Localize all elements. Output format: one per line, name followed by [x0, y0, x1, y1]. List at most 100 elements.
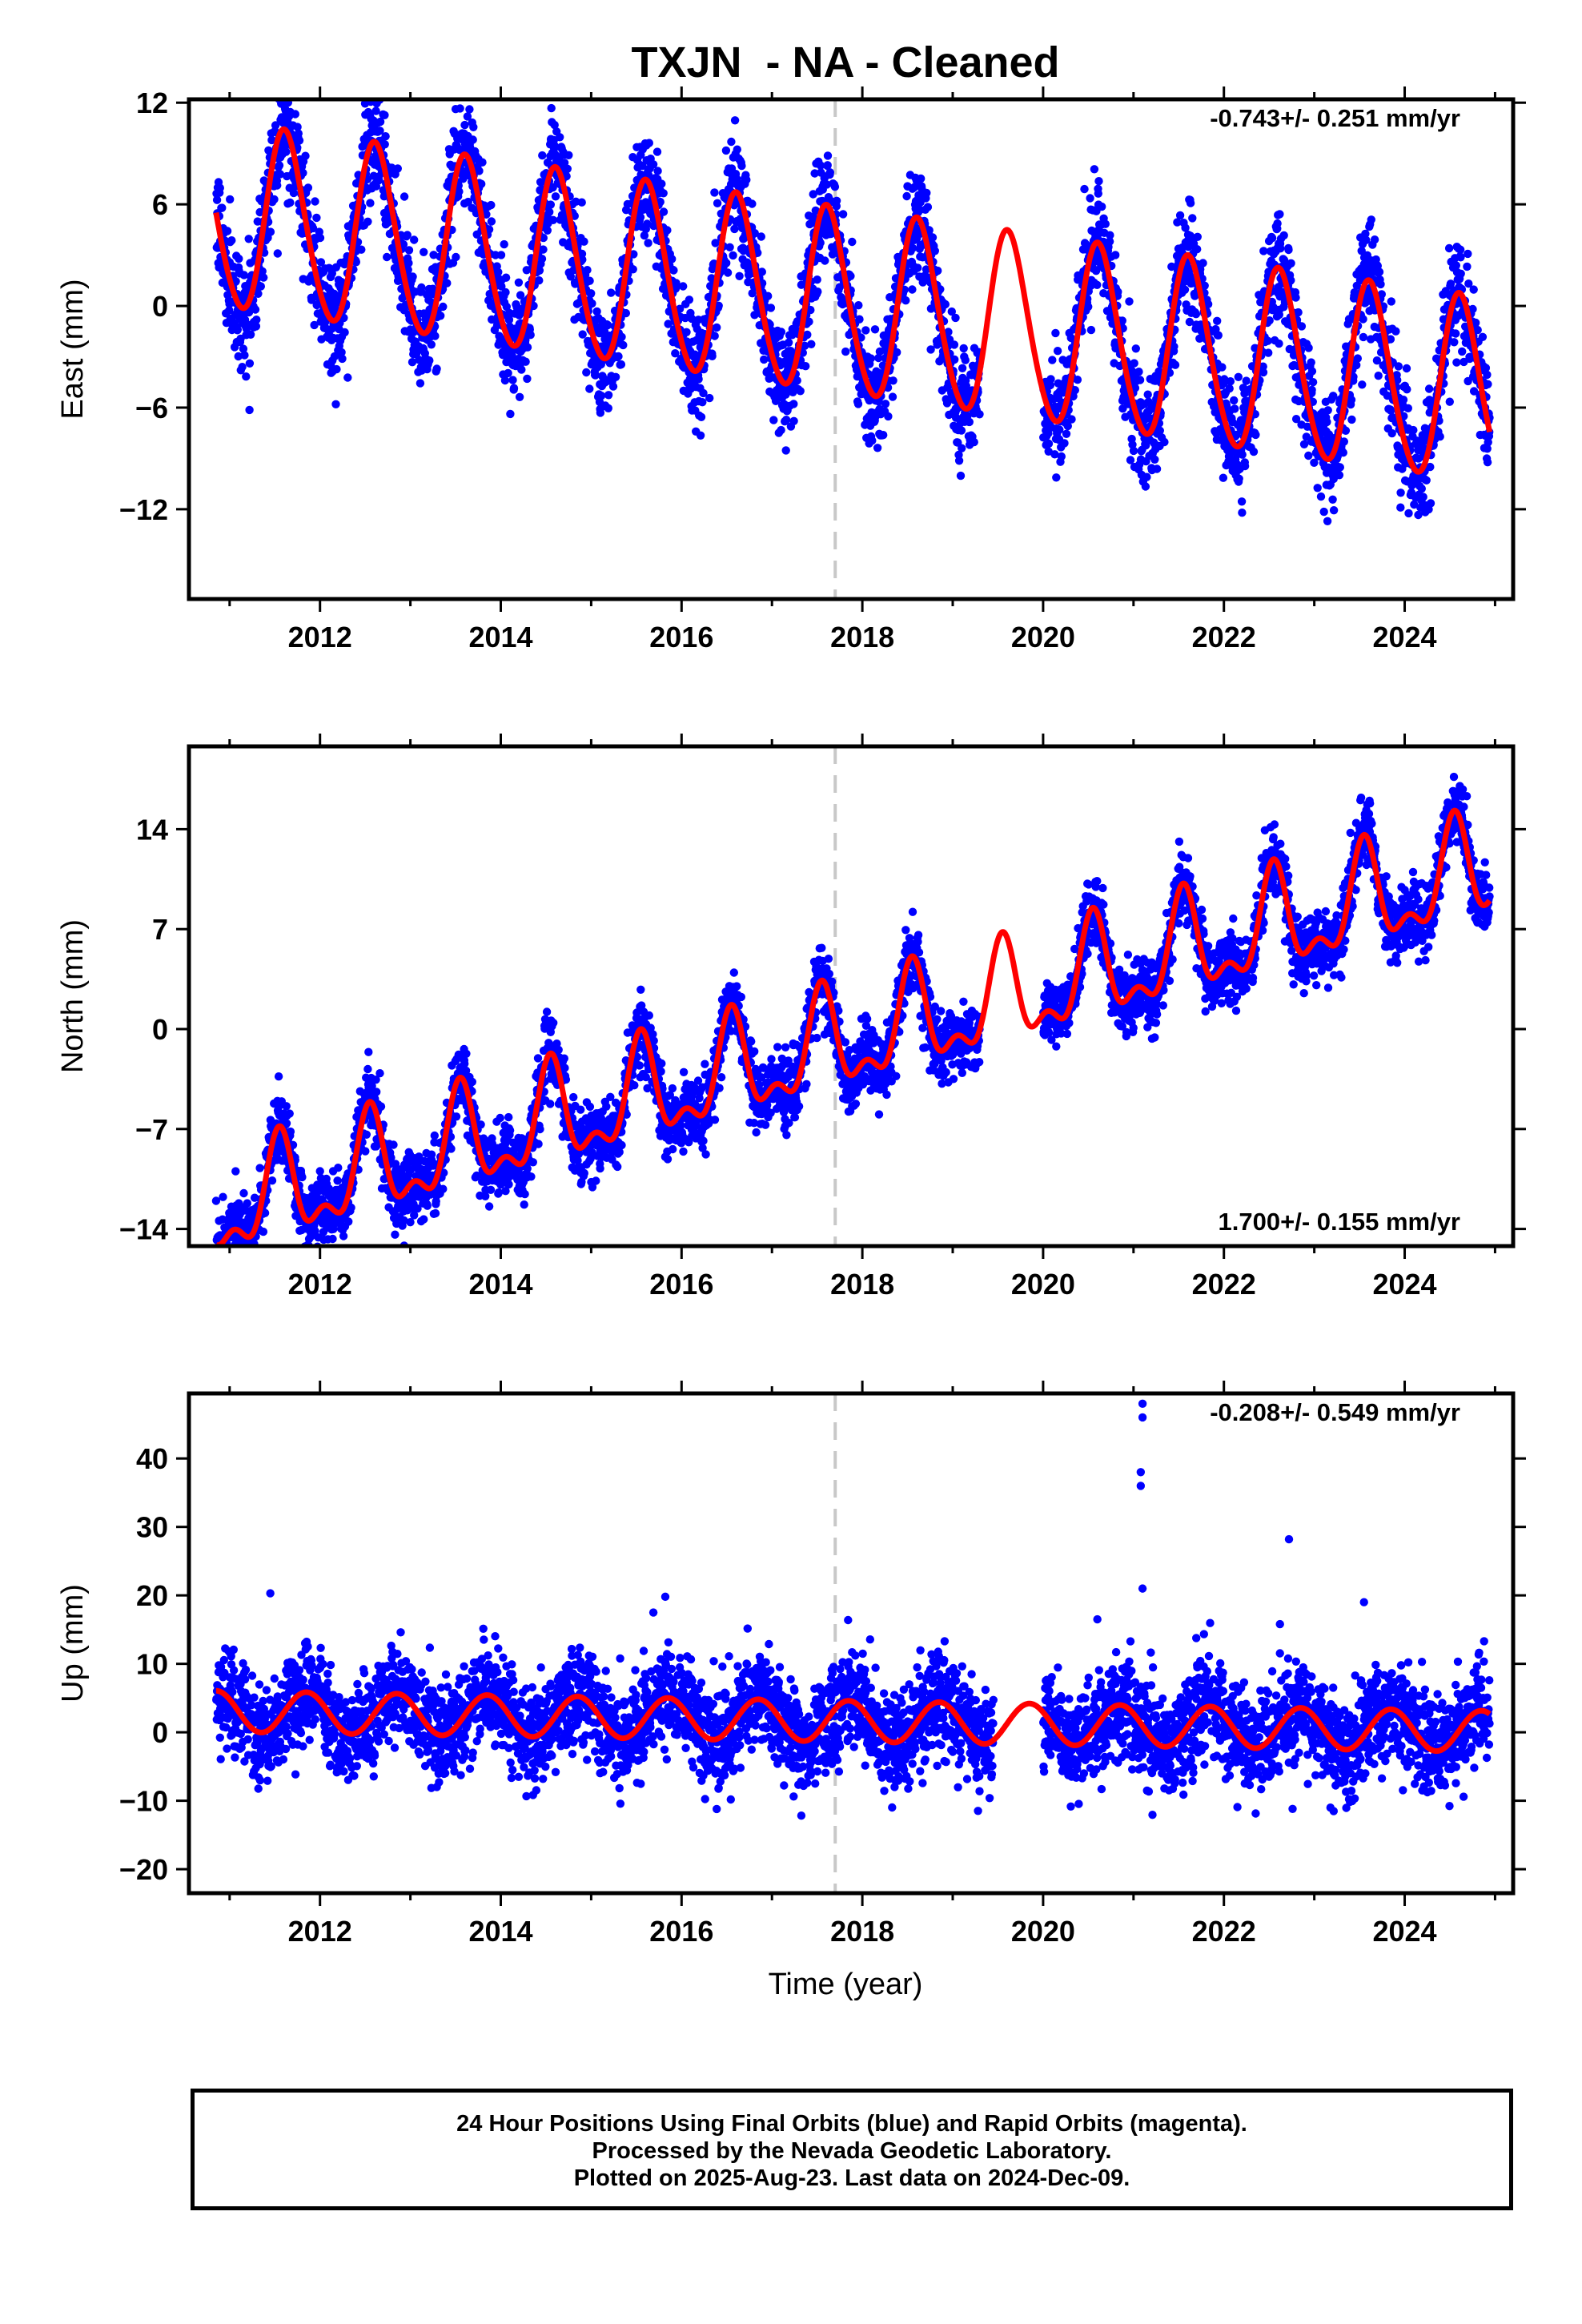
- data-point: [1339, 437, 1349, 446]
- data-point: [420, 247, 428, 256]
- data-point: [351, 258, 360, 267]
- data-point: [614, 352, 623, 361]
- data-point: [975, 410, 984, 419]
- data-point: [628, 265, 637, 274]
- data-point: [1230, 396, 1239, 405]
- data-point: [291, 110, 299, 119]
- data-point: [1394, 362, 1403, 371]
- data-point: [1370, 235, 1379, 244]
- data-point: [1106, 231, 1114, 239]
- data-point: [961, 356, 970, 364]
- data-point: [478, 158, 487, 167]
- data-point: [1359, 315, 1367, 324]
- data-point: [1218, 363, 1227, 372]
- data-point: [1484, 380, 1492, 388]
- data-point: [509, 384, 519, 392]
- data-point: [343, 373, 352, 382]
- data-point: [469, 123, 478, 131]
- data-point: [1328, 495, 1337, 504]
- data-point: [1051, 328, 1060, 338]
- x-tick-label: 2018: [830, 621, 894, 653]
- data-point: [1335, 471, 1344, 480]
- data-point: [1129, 446, 1138, 456]
- data-point: [235, 254, 243, 263]
- data-point: [1098, 202, 1106, 211]
- data-point: [238, 363, 247, 372]
- data-point: [266, 227, 275, 236]
- data-point: [832, 196, 841, 205]
- data-point: [577, 198, 586, 207]
- data-point: [1319, 507, 1328, 517]
- data-point: [722, 259, 731, 267]
- data-point: [1130, 359, 1138, 368]
- data-point: [1307, 385, 1316, 395]
- data-point: [517, 365, 526, 374]
- data-point: [861, 326, 870, 335]
- data-point: [254, 289, 263, 298]
- data-point: [1053, 347, 1062, 356]
- data-point: [965, 417, 974, 427]
- data-point: [550, 120, 559, 130]
- data-point: [868, 436, 877, 445]
- data-point: [1287, 259, 1295, 267]
- data-point: [299, 1248, 307, 1256]
- data-point: [504, 368, 512, 378]
- data-point: [1299, 440, 1309, 448]
- data-point: [212, 1252, 220, 1260]
- data-point: [950, 355, 959, 364]
- data-point: [245, 359, 255, 368]
- data-point: [431, 332, 440, 340]
- data-point: [213, 1256, 221, 1264]
- data-point: [331, 300, 340, 308]
- data-point: [1391, 327, 1400, 336]
- data-point: [256, 282, 265, 291]
- data-point: [537, 255, 547, 263]
- data-point: [784, 338, 793, 347]
- data-point: [735, 271, 744, 280]
- data-point: [954, 456, 964, 465]
- data-point: [1193, 232, 1203, 241]
- data-point: [243, 1199, 251, 1208]
- data-point: [239, 271, 248, 279]
- data-point: [854, 301, 863, 310]
- data-point: [294, 129, 303, 138]
- data-point: [777, 328, 786, 336]
- data-point: [290, 77, 298, 85]
- x-tick-label: 2020: [1011, 621, 1075, 653]
- data-point: [1214, 331, 1223, 340]
- data-point: [1141, 482, 1150, 491]
- data-point: [455, 187, 464, 196]
- data-point: [497, 282, 506, 291]
- data-point: [1396, 503, 1405, 512]
- data-point: [327, 269, 336, 278]
- data-point: [371, 107, 380, 115]
- data-point: [1284, 245, 1293, 255]
- data-point: [928, 233, 938, 242]
- data-point: [1375, 267, 1384, 276]
- data-point: [1275, 210, 1284, 219]
- data-point: [270, 195, 279, 204]
- data-point: [1367, 215, 1376, 224]
- data-point: [888, 392, 897, 401]
- data-point: [1323, 517, 1332, 525]
- data-point: [399, 240, 408, 249]
- data-point: [1090, 165, 1099, 174]
- data-point: [636, 213, 645, 222]
- data-point: [729, 251, 737, 260]
- data-point: [1055, 425, 1064, 434]
- data-point: [233, 325, 242, 334]
- data-point: [367, 85, 375, 93]
- data-point: [215, 183, 224, 192]
- data-point: [233, 1252, 241, 1261]
- data-point: [1469, 285, 1478, 294]
- data-point: [596, 392, 606, 400]
- data-point: [383, 252, 391, 262]
- data-point: [410, 235, 419, 244]
- data-point: [1358, 380, 1367, 389]
- data-point: [1199, 259, 1207, 267]
- data-point: [710, 332, 719, 340]
- data-point: [930, 247, 940, 255]
- data-point: [748, 199, 757, 208]
- data-point: [231, 1167, 240, 1176]
- data-point: [252, 1256, 260, 1264]
